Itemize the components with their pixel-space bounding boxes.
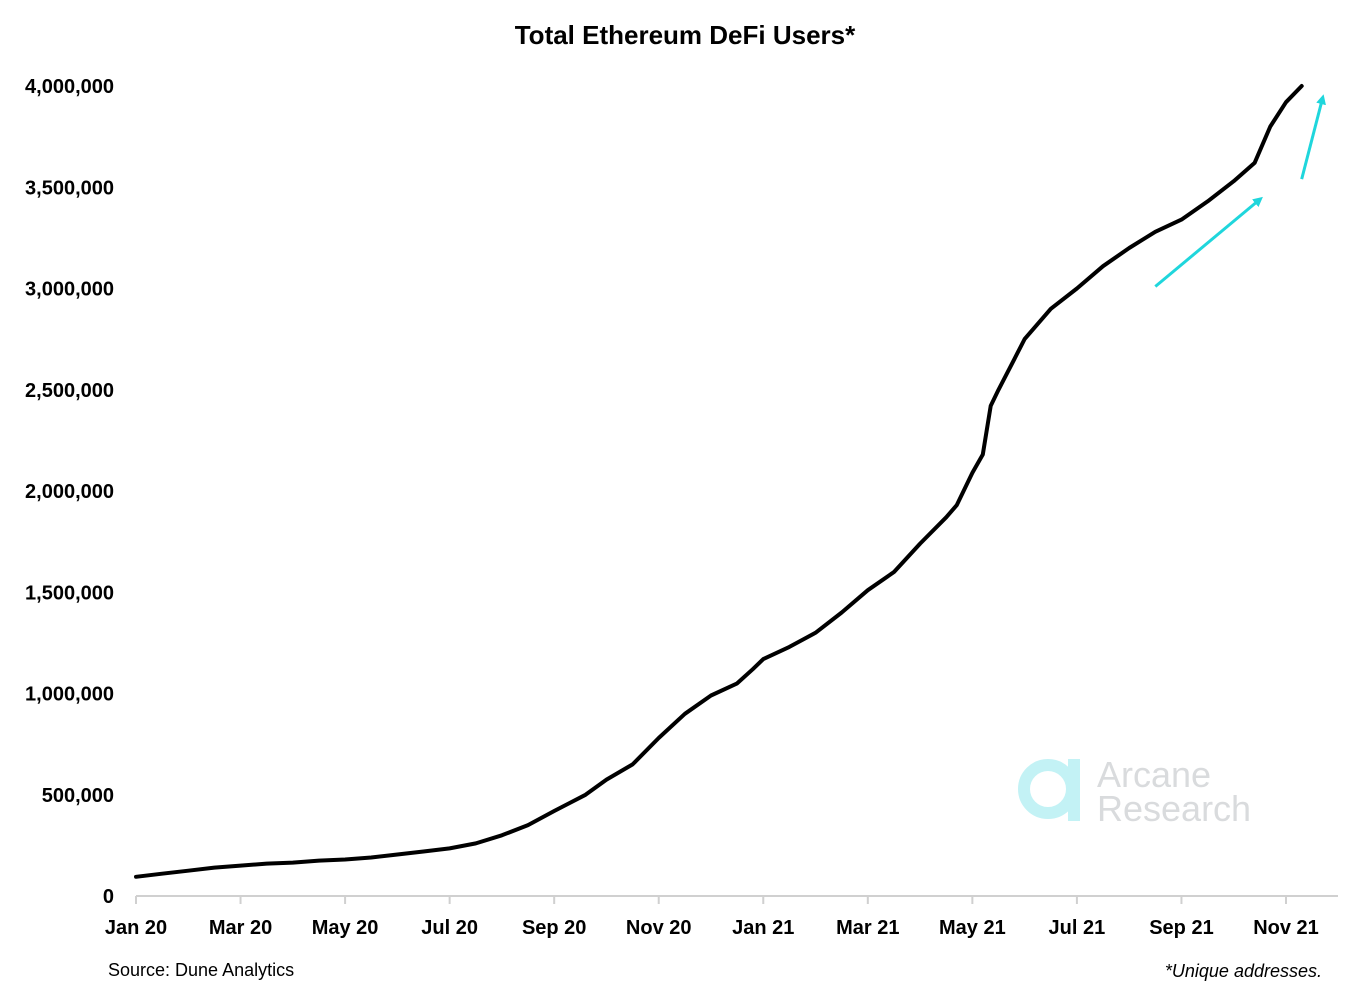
y-tick-label: 500,000 <box>42 785 114 807</box>
chart-title: Total Ethereum DeFi Users* <box>515 20 856 50</box>
series-group <box>134 84 1304 879</box>
footnote: *Unique addresses. <box>1165 961 1322 981</box>
x-tick-label: Mar 20 <box>209 917 272 939</box>
x-tick-label: May 21 <box>939 917 1006 939</box>
x-axis: Jan 20 Mar 20 May 20 Jul 20 Sep 20 Nov 20 Jan … <box>105 896 1319 939</box>
series-line <box>134 84 1304 879</box>
x-tick-label: Sep 21 <box>1149 917 1213 939</box>
x-tick-label: Jan 20 <box>105 917 167 939</box>
x-tick-label: Sep 20 <box>522 917 586 939</box>
x-tick-label: Jul 21 <box>1049 917 1106 939</box>
x-tick-label: Nov 20 <box>626 917 692 939</box>
x-tick-label: May 20 <box>312 917 379 939</box>
arcane-research-logo-icon <box>1018 759 1080 821</box>
annotations <box>1154 94 1326 288</box>
trend-arrow <box>1154 196 1263 288</box>
y-tick-label: 1,000,000 <box>25 684 114 706</box>
y-tick-label: 3,000,000 <box>25 279 114 301</box>
y-tick-label: 4,000,000 <box>25 76 114 98</box>
watermark: Arcane Research <box>1018 754 1251 829</box>
y-tick-label: 3,500,000 <box>25 177 114 199</box>
y-tick-label: 2,500,000 <box>25 380 114 402</box>
y-tick-label: 0 <box>103 886 114 908</box>
y-tick-label: 2,000,000 <box>25 481 114 503</box>
watermark-line2: Research <box>1097 788 1251 829</box>
trend-arrow <box>1300 94 1326 180</box>
x-tick-label: Jul 20 <box>421 917 478 939</box>
watermark-line1: Arcane <box>1097 754 1211 795</box>
x-tick-label: Nov 21 <box>1253 917 1319 939</box>
source-note: Source: Dune Analytics <box>108 960 294 980</box>
x-tick-label: Mar 21 <box>836 917 899 939</box>
y-axis: 0 500,000 1,000,000 1,500,000 2,000,000 2,500… <box>25 76 114 908</box>
y-tick-label: 1,500,000 <box>25 582 114 604</box>
x-tick-label: Jan 21 <box>732 917 794 939</box>
